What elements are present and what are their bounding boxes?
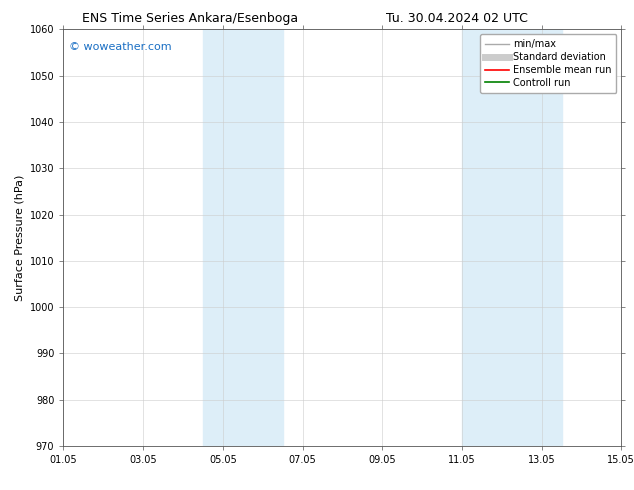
Text: Tu. 30.04.2024 02 UTC: Tu. 30.04.2024 02 UTC xyxy=(385,12,527,25)
Text: ENS Time Series Ankara/Esenboga: ENS Time Series Ankara/Esenboga xyxy=(82,12,298,25)
Y-axis label: Surface Pressure (hPa): Surface Pressure (hPa) xyxy=(14,174,24,301)
Legend: min/max, Standard deviation, Ensemble mean run, Controll run: min/max, Standard deviation, Ensemble me… xyxy=(480,34,616,93)
Text: © woweather.com: © woweather.com xyxy=(69,42,172,52)
Bar xyxy=(462,29,562,446)
Bar xyxy=(203,29,283,446)
